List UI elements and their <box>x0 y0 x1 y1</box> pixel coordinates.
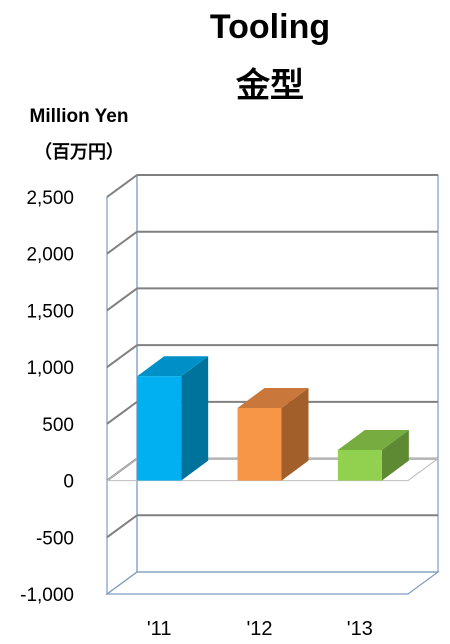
bar <box>237 407 282 481</box>
x-tick-label: '12 <box>246 618 272 640</box>
gridline-side <box>106 287 138 312</box>
gridline-side <box>106 174 138 198</box>
y-tick-label: 1,500 <box>26 301 74 322</box>
bar-top <box>337 429 409 450</box>
x-tick-label: '13 <box>347 618 373 640</box>
bar <box>337 449 382 481</box>
bar-top <box>137 356 209 377</box>
bar-side <box>181 356 209 481</box>
y-tick-label: 1,000 <box>26 358 74 379</box>
gridline-side <box>106 230 138 255</box>
bar-side <box>281 387 309 481</box>
floor <box>105 571 440 595</box>
y-tick-label: -1,000 <box>20 585 74 606</box>
bar-top <box>237 387 309 408</box>
y-tick-label: 0 <box>63 472 74 493</box>
y-axis-label-japanese: （百万円） <box>34 142 124 163</box>
x-tick-label: '11 <box>147 618 172 640</box>
side-wall <box>106 173 138 596</box>
y-tick-label: 2,500 <box>26 188 74 209</box>
gridline-side <box>106 514 138 539</box>
y-tick-label: 2,000 <box>26 245 74 266</box>
y-axis-label: Million Yen <box>29 106 129 127</box>
zero-plane <box>105 458 440 482</box>
chart-subtitle: 金型 <box>236 66 304 106</box>
bar <box>137 376 182 481</box>
bar-side <box>381 429 409 481</box>
chart-title: Tooling <box>209 8 331 46</box>
y-tick-label: -500 <box>36 528 74 549</box>
gridline-side <box>106 401 138 425</box>
y-tick-label: 500 <box>42 415 74 436</box>
gridline-side <box>106 344 138 368</box>
